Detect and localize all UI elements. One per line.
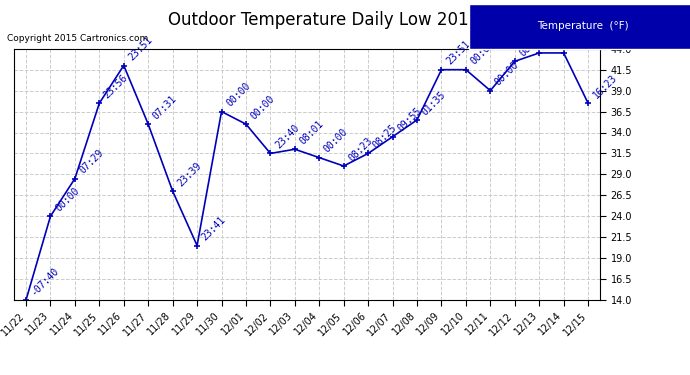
Text: 08:01: 08:01 bbox=[297, 118, 326, 147]
Text: 05:00: 05:00 bbox=[566, 22, 594, 50]
Text: 23:56: 23:56 bbox=[102, 73, 130, 100]
Text: Outdoor Temperature Daily Low 20151216: Outdoor Temperature Daily Low 20151216 bbox=[168, 11, 522, 29]
Text: 08:41: 08:41 bbox=[518, 31, 545, 58]
Text: 00:00: 00:00 bbox=[469, 39, 497, 67]
Text: Copyright 2015 Cartronics.com: Copyright 2015 Cartronics.com bbox=[7, 34, 148, 43]
Text: 23:51: 23:51 bbox=[126, 35, 155, 63]
Text: 07:29: 07:29 bbox=[78, 148, 106, 176]
Text: 00:00: 00:00 bbox=[493, 60, 521, 88]
Text: -07:40: -07:40 bbox=[29, 265, 61, 297]
Text: 03:55: 03:55 bbox=[542, 22, 570, 50]
Text: 00:00: 00:00 bbox=[53, 186, 81, 213]
Text: 08:25: 08:25 bbox=[371, 123, 399, 151]
Text: 00:00: 00:00 bbox=[224, 81, 252, 109]
Text: 08:23: 08:23 bbox=[346, 135, 375, 163]
Text: 07:31: 07:31 bbox=[151, 93, 179, 122]
Text: 23:40: 23:40 bbox=[273, 123, 301, 151]
Text: 09:55: 09:55 bbox=[395, 106, 423, 134]
Text: 01:35: 01:35 bbox=[420, 89, 448, 117]
Text: 23:41: 23:41 bbox=[200, 215, 228, 243]
Text: 00:00: 00:00 bbox=[248, 93, 277, 122]
Text: Temperature  (°F): Temperature (°F) bbox=[538, 21, 629, 31]
Text: 23:51: 23:51 bbox=[444, 39, 472, 67]
Text: 00:00: 00:00 bbox=[322, 127, 350, 155]
Text: 23:39: 23:39 bbox=[175, 160, 204, 188]
Text: 16:23: 16:23 bbox=[591, 73, 619, 100]
